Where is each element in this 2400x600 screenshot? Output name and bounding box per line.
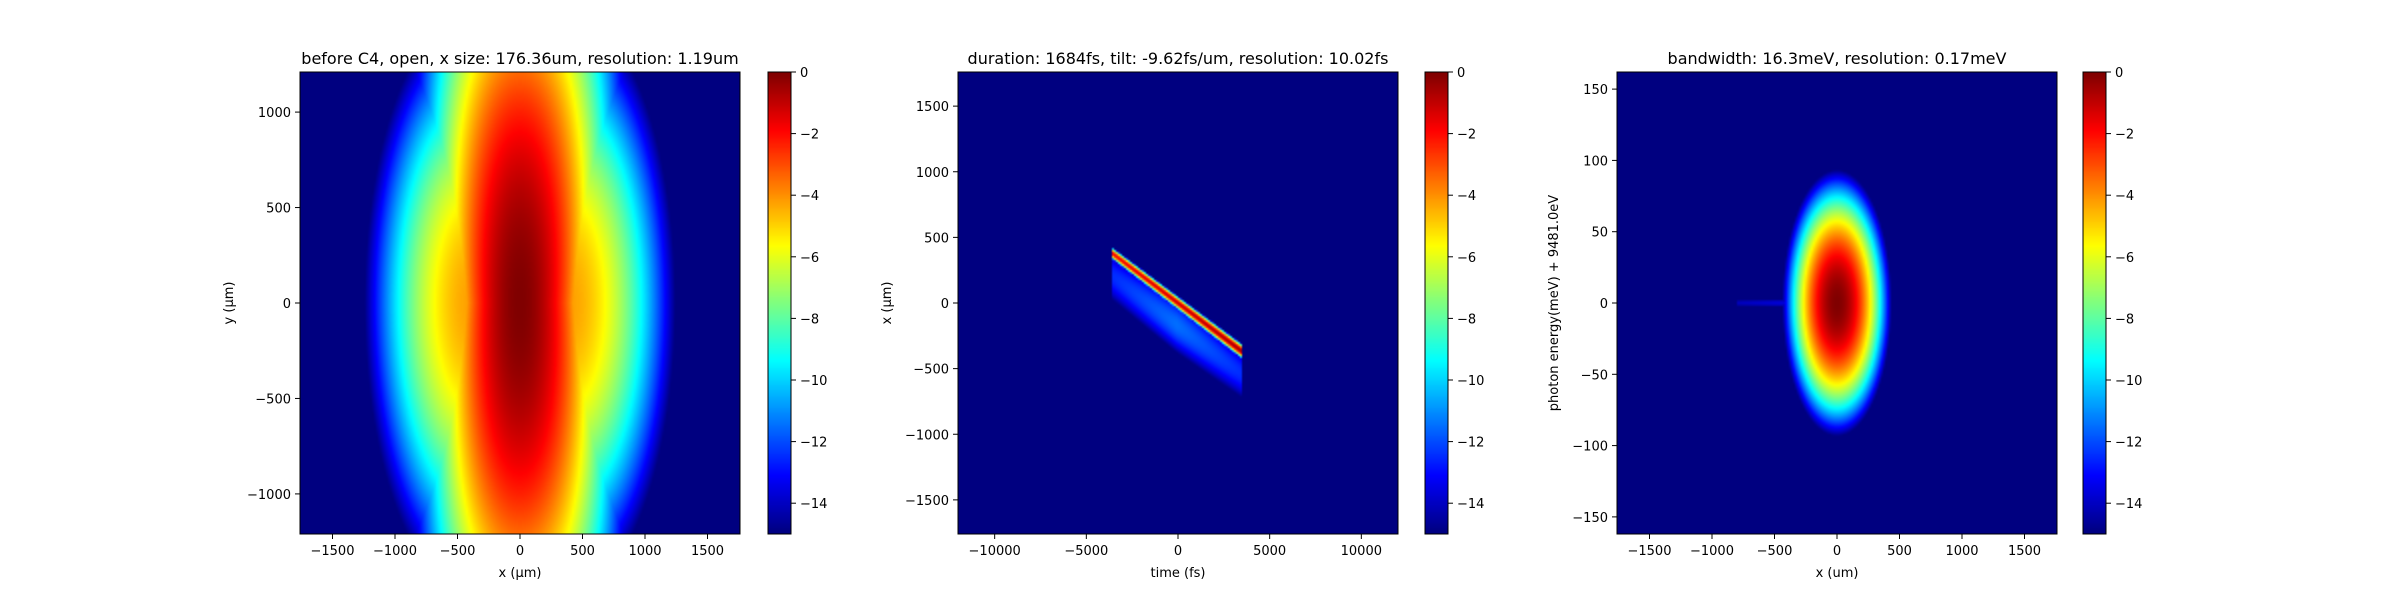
colorbar-tick-label: −14 xyxy=(2115,497,2142,512)
colorbar-tick-label: −10 xyxy=(1457,374,1484,389)
x-axis-label: x (um) xyxy=(1816,566,1859,581)
heatmap-beam-profile xyxy=(300,72,740,534)
colorbar-tick-label: −10 xyxy=(2115,374,2142,389)
colorbar-tick-label: −2 xyxy=(800,128,819,143)
colorbar-frame xyxy=(2082,71,2107,535)
chart-title: duration: 1684fs, tilt: -9.62fs/um, reso… xyxy=(968,49,1389,68)
y-tick-label: 500 xyxy=(266,202,291,217)
colorbar-tick-label: −10 xyxy=(800,374,827,389)
x-tick-label: −1000 xyxy=(1690,544,1734,559)
chart-title: before C4, open, x size: 176.36um, resol… xyxy=(301,49,738,68)
colorbar-tick-label: 0 xyxy=(800,66,808,81)
colorbar-tick-label: −12 xyxy=(1457,436,1484,451)
y-tick-label: 500 xyxy=(924,231,949,246)
y-tick-label: −1500 xyxy=(905,494,949,509)
y-ticks: −150 −100 −50 0 50 100 150 xyxy=(1572,83,1617,526)
colorbar-tick-label: −2 xyxy=(1457,128,1476,143)
y-tick-label: −50 xyxy=(1581,368,1608,383)
y-tick-label: 0 xyxy=(1600,297,1608,312)
colorbar xyxy=(1425,72,1448,534)
y-tick-label: −500 xyxy=(913,363,949,378)
x-tick-label: 5000 xyxy=(1253,544,1286,559)
x-tick-label: −500 xyxy=(1757,544,1793,559)
panel-time-profile: duration: 1684fs, tilt: -9.62fs/um, reso… xyxy=(880,49,1484,581)
y-tick-label: 0 xyxy=(283,297,291,312)
colorbar-ticks: 0 −2 −4 −6 −8 −10 −12 −14 xyxy=(2106,66,2142,512)
x-tick-label: 0 xyxy=(1833,544,1841,559)
x-tick-label: 0 xyxy=(1174,544,1182,559)
y-ticks: −1000 −500 0 500 1000 xyxy=(247,106,300,503)
x-axis-label: time (fs) xyxy=(1151,566,1206,581)
x-tick-label: −5000 xyxy=(1064,544,1108,559)
y-tick-label: −100 xyxy=(1572,440,1608,455)
colorbar-tick-label: −6 xyxy=(2115,251,2134,266)
colorbar-tick-label: −6 xyxy=(800,251,819,266)
y-axis-label: y (μm) xyxy=(222,282,237,325)
heatmap-time-profile xyxy=(958,72,1398,534)
colorbar-ticks: 0 −2 −4 −6 −8 −10 −12 −14 xyxy=(1448,66,1484,512)
colorbar-tick-label: −12 xyxy=(800,436,827,451)
colorbar-tick-label: −6 xyxy=(1457,251,1476,266)
x-tick-label: 500 xyxy=(570,544,595,559)
x-tick-label: −1500 xyxy=(1628,544,1672,559)
panel-beam-profile: before C4, open, x size: 176.36um, resol… xyxy=(222,49,827,581)
colorbar-tick-label: 0 xyxy=(1457,66,1465,81)
y-tick-label: 50 xyxy=(1591,226,1608,241)
colorbar-tick-label: 0 xyxy=(2115,66,2123,81)
panel-spectrum: bandwidth: 16.3meV, resolution: 0.17meV … xyxy=(1547,49,2142,581)
x-tick-label: 1500 xyxy=(2008,544,2041,559)
colorbar xyxy=(768,72,791,534)
x-tick-label: 1500 xyxy=(691,544,724,559)
y-tick-label: 150 xyxy=(1583,83,1608,98)
y-tick-label: −1000 xyxy=(905,428,949,443)
x-ticks: −10000 −5000 0 5000 10000 xyxy=(969,534,1382,559)
y-tick-label: 0 xyxy=(941,297,949,312)
x-tick-label: 500 xyxy=(1887,544,1912,559)
y-tick-label: 1500 xyxy=(916,100,949,115)
colorbar-frame xyxy=(767,71,792,535)
colorbar-frame xyxy=(1424,71,1449,535)
x-tick-label: 0 xyxy=(516,544,524,559)
y-axis-label: photon energy(meV) + 9481.0eV xyxy=(1547,195,1562,412)
x-tick-label: −1500 xyxy=(311,544,355,559)
x-tick-label: 10000 xyxy=(1341,544,1382,559)
x-tick-label: −10000 xyxy=(969,544,1021,559)
colorbar-tick-label: −4 xyxy=(2115,189,2134,204)
colorbar-tick-label: −8 xyxy=(1457,312,1476,327)
y-tick-label: 1000 xyxy=(916,166,949,181)
colorbar xyxy=(2083,72,2106,534)
x-tick-label: −500 xyxy=(440,544,476,559)
heatmap-spectrum xyxy=(1617,72,2057,534)
colorbar-tick-label: −4 xyxy=(800,189,819,204)
y-axis-label: x (μm) xyxy=(880,282,895,325)
x-tick-label: 1000 xyxy=(1945,544,1978,559)
x-axis-label: x (μm) xyxy=(499,566,542,581)
y-tick-label: −150 xyxy=(1572,511,1608,526)
y-tick-label: −1000 xyxy=(247,488,291,503)
y-ticks: −1500 −1000 −500 0 500 1000 1500 xyxy=(905,100,958,509)
x-tick-label: 1000 xyxy=(628,544,661,559)
chart-title: bandwidth: 16.3meV, resolution: 0.17meV xyxy=(1668,49,2007,68)
colorbar-tick-label: −8 xyxy=(800,312,819,327)
colorbar-tick-label: −4 xyxy=(1457,189,1476,204)
colorbar-tick-label: −14 xyxy=(1457,497,1484,512)
colorbar-tick-label: −14 xyxy=(800,497,827,512)
colorbar-tick-label: −2 xyxy=(2115,128,2134,143)
x-ticks: −1500 −1000 −500 0 500 1000 1500 xyxy=(1628,534,2041,559)
y-tick-label: 1000 xyxy=(258,106,291,121)
colorbar-tick-label: −12 xyxy=(2115,436,2142,451)
colorbar-tick-label: −8 xyxy=(2115,312,2134,327)
colorbar-ticks: 0 −2 −4 −6 −8 −10 −12 −14 xyxy=(791,66,827,512)
y-tick-label: −500 xyxy=(255,392,291,407)
x-ticks: −1500 −1000 −500 0 500 1000 1500 xyxy=(311,534,724,559)
x-tick-label: −1000 xyxy=(373,544,417,559)
y-tick-label: 100 xyxy=(1583,154,1608,169)
